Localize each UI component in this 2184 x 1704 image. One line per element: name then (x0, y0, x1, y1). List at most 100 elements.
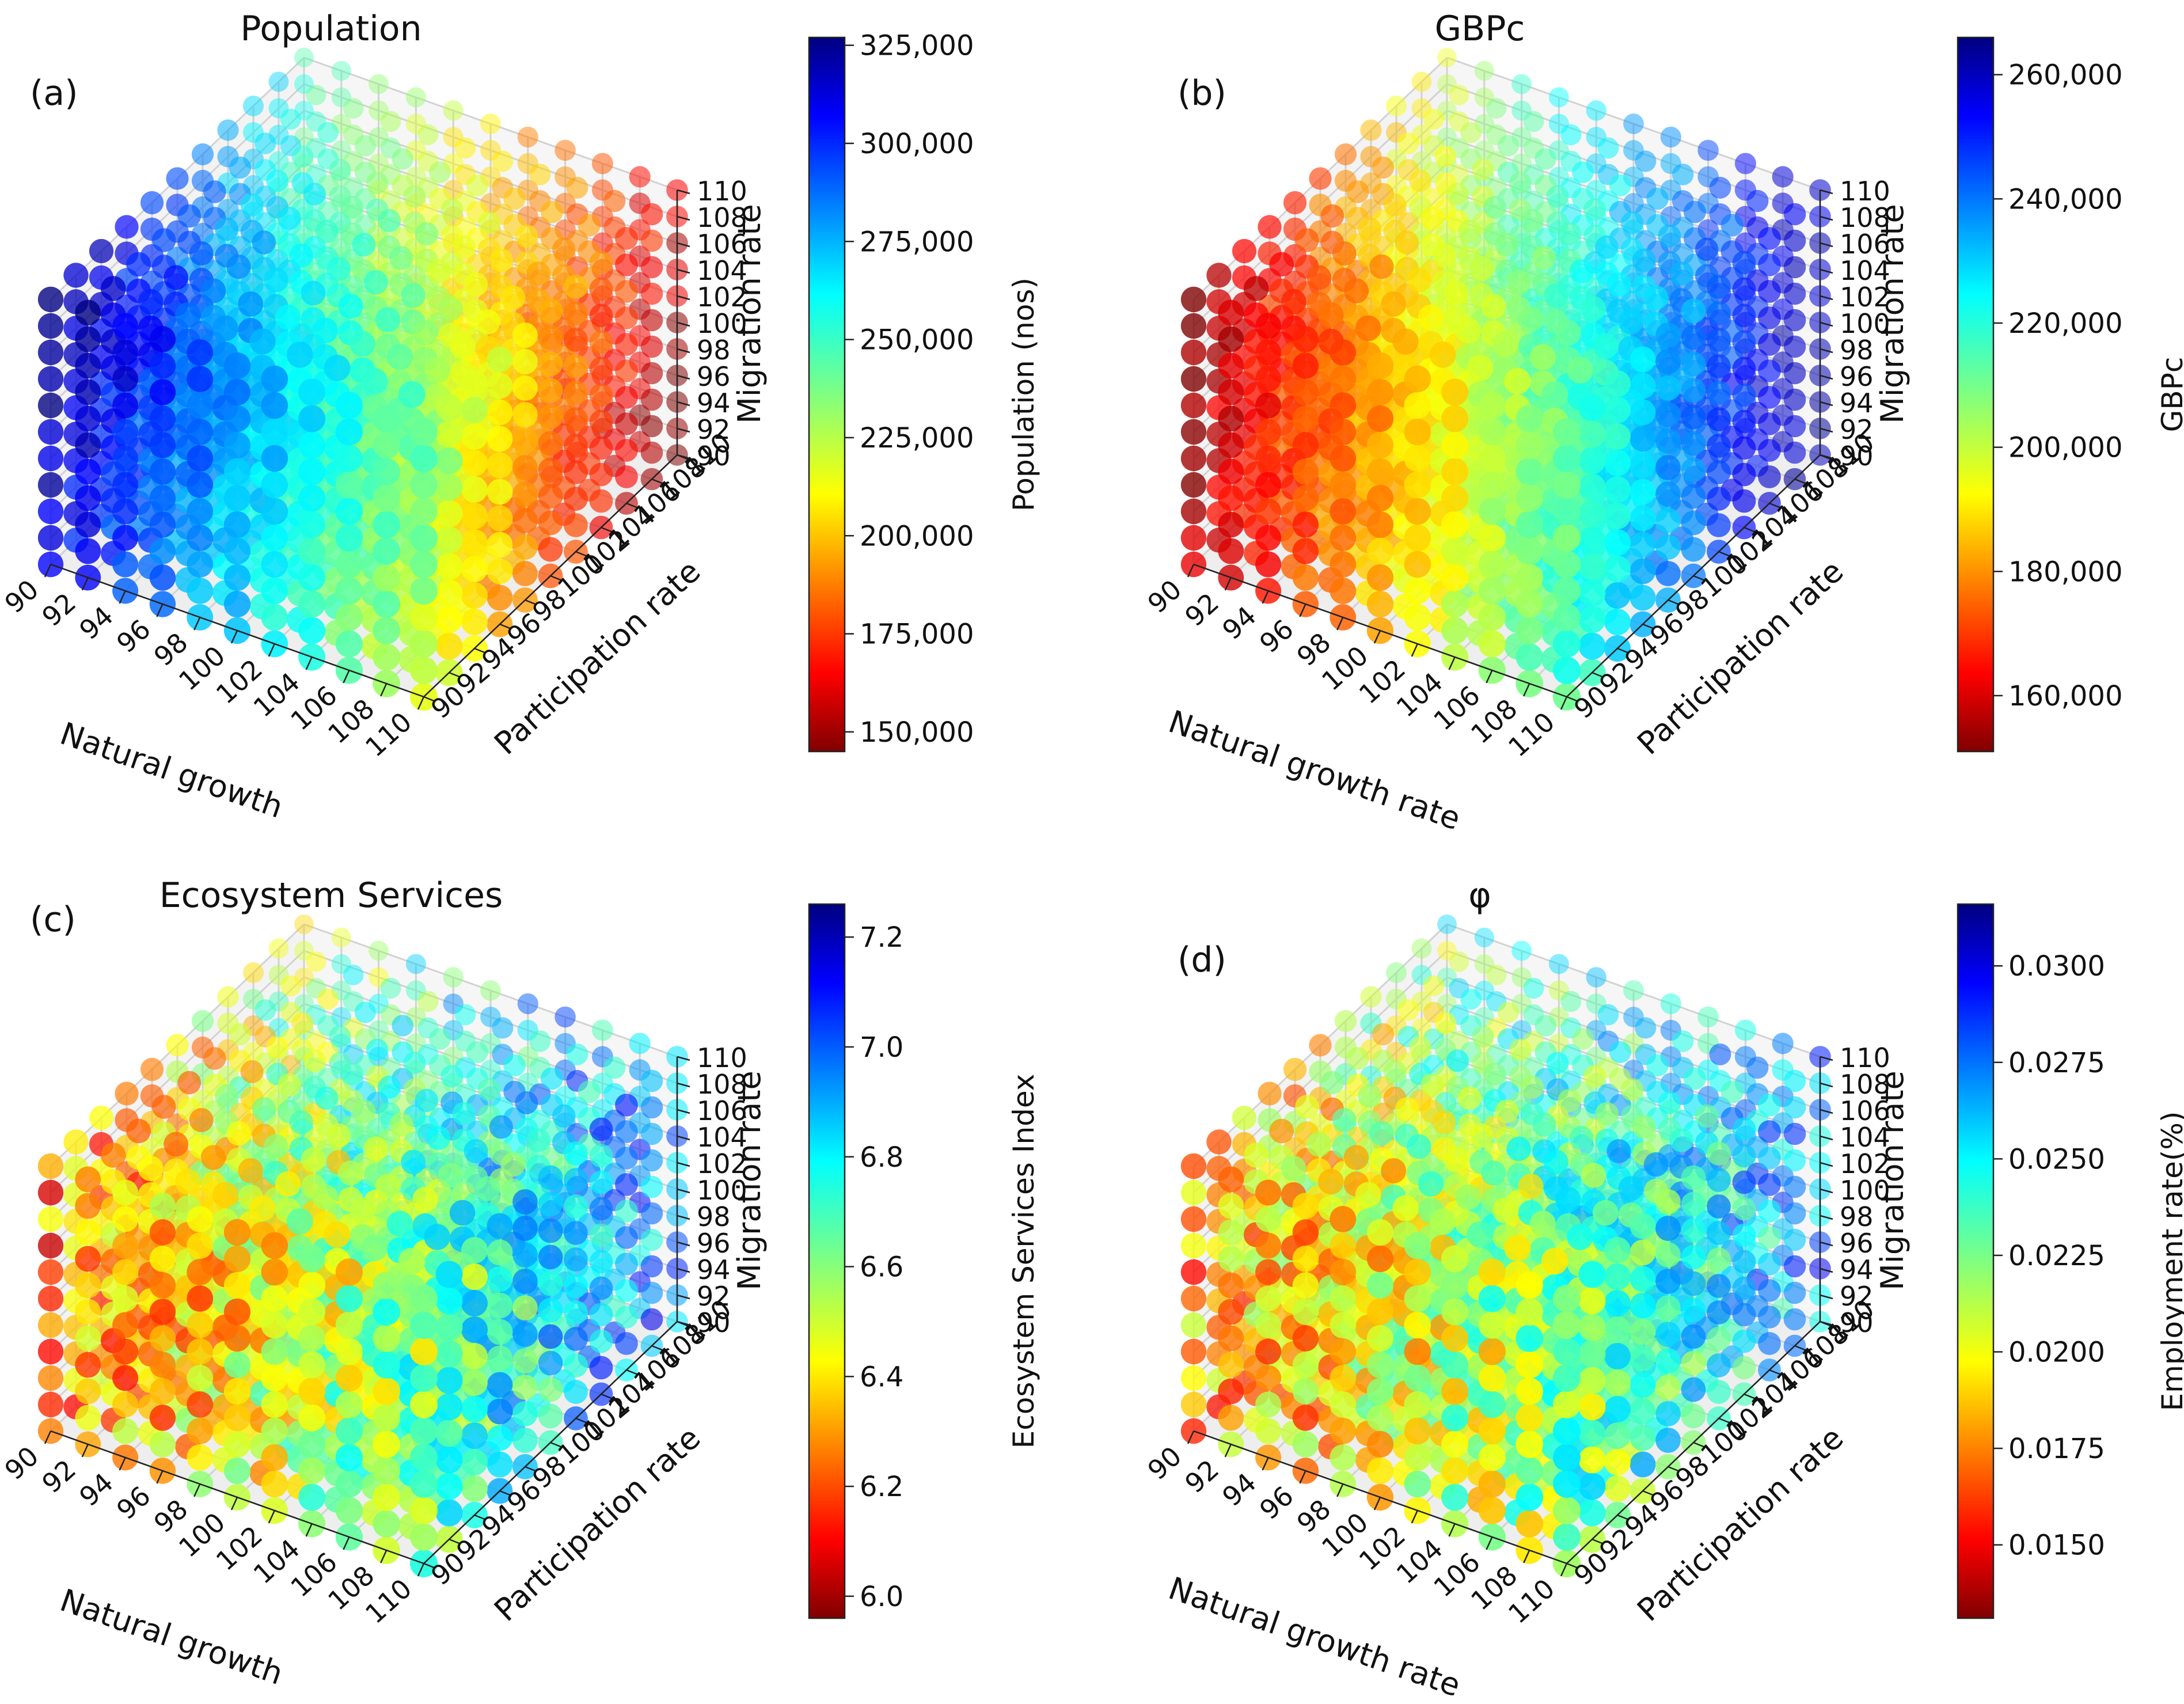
y-tick-mark (449, 671, 461, 678)
z-tick-mark (677, 427, 690, 433)
data-point (1732, 383, 1756, 407)
data-point (1758, 1253, 1781, 1276)
z-axis-label: Migration rate (731, 1071, 768, 1290)
z-tick-label: 104 (697, 255, 747, 286)
data-point (1460, 988, 1482, 1010)
x-axis-label: Natural growth (56, 1582, 288, 1692)
data-point (1758, 1226, 1781, 1249)
data-point (1255, 498, 1282, 525)
data-point (1397, 999, 1419, 1021)
data-point (1478, 577, 1506, 605)
data-point (564, 1380, 588, 1404)
x-tick-label: 90 (0, 574, 44, 619)
data-point (187, 1285, 214, 1312)
z-tick-label: 94 (697, 1254, 731, 1285)
data-point (589, 383, 613, 407)
data-point (1441, 378, 1469, 406)
data-point (187, 392, 214, 419)
data-point (1783, 1069, 1806, 1092)
data-point (1180, 445, 1207, 472)
data-point (287, 341, 313, 368)
data-point (487, 1292, 513, 1319)
data-point (1334, 1010, 1357, 1033)
data-point (252, 1097, 276, 1121)
colorbar-tick-label: 6.4 (860, 1361, 903, 1393)
data-point (1592, 333, 1619, 359)
data-point (461, 1422, 488, 1449)
data-point (1255, 392, 1282, 419)
data-point (223, 378, 251, 406)
data-point (317, 988, 339, 1010)
data-point (75, 458, 101, 485)
data-point (149, 458, 176, 485)
data-point (392, 148, 413, 170)
data-point (564, 328, 588, 352)
data-point (75, 1299, 101, 1325)
data-point (1383, 1060, 1407, 1083)
data-point (1441, 405, 1469, 432)
data-point (1783, 1228, 1806, 1251)
data-point (1218, 379, 1244, 405)
data-point (1783, 1122, 1806, 1145)
data-point (112, 1285, 139, 1312)
data-point (417, 990, 439, 1012)
data-point (1597, 1004, 1619, 1026)
data-point (75, 485, 101, 511)
data-point (435, 500, 463, 527)
data-point (187, 1365, 214, 1391)
data-point (75, 299, 101, 326)
data-point (335, 1285, 363, 1312)
data-point (1609, 1041, 1631, 1064)
data-point (229, 156, 252, 179)
data-point (410, 1497, 438, 1524)
data-point (1292, 379, 1319, 405)
data-point (175, 1168, 201, 1195)
data-point (435, 1446, 463, 1474)
data-point (223, 484, 251, 512)
data-point (1218, 511, 1244, 538)
data-point (261, 1311, 288, 1339)
data-point (1572, 161, 1594, 183)
data-point (477, 1078, 501, 1101)
data-point (615, 1120, 638, 1143)
data-point (1535, 1015, 1556, 1037)
data-point (37, 1338, 64, 1365)
data-point (112, 1232, 139, 1259)
data-point (589, 1170, 613, 1194)
data-point (640, 1308, 663, 1331)
data-point (1423, 975, 1444, 997)
data-point (487, 1398, 513, 1425)
data-point (1255, 339, 1282, 366)
data-point (640, 1281, 663, 1304)
data-point (1283, 1057, 1307, 1081)
y-tick-mark (575, 551, 588, 557)
data-point (115, 215, 139, 239)
data-point (1441, 537, 1469, 565)
data-point (1309, 1034, 1332, 1057)
data-point (1732, 436, 1756, 460)
data-point (435, 579, 463, 607)
data-point (223, 1298, 251, 1326)
data-point (1758, 333, 1781, 356)
z-tick-label: 102 (697, 282, 747, 313)
data-point (589, 251, 613, 275)
data-point (538, 1244, 563, 1270)
data-point (335, 418, 363, 446)
data-point (317, 122, 339, 143)
data-point (350, 331, 375, 357)
data-point (1523, 977, 1544, 999)
data-point (403, 185, 426, 208)
data-point (1544, 283, 1568, 308)
data-point (37, 525, 64, 551)
data-point (1681, 298, 1706, 324)
y-tick-mark (423, 696, 436, 703)
data-point (1707, 407, 1731, 431)
data-point (1578, 553, 1606, 580)
data-point (640, 1096, 663, 1119)
data-point (461, 529, 488, 556)
data-point (1409, 169, 1431, 192)
data-point (314, 219, 339, 244)
data-point (461, 1369, 488, 1396)
data-point (1655, 428, 1681, 454)
data-point (1783, 415, 1806, 438)
